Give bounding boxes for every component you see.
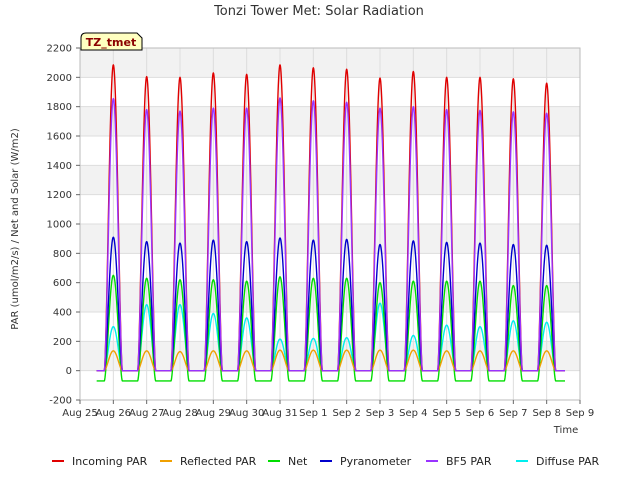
plot-band xyxy=(80,282,580,312)
series-line-bf5-par xyxy=(96,97,566,372)
x-tick-label: Sep 1 xyxy=(299,408,327,419)
legend-label: Incoming PAR xyxy=(72,455,148,468)
x-tick-label: Sep 8 xyxy=(532,408,560,419)
y-tick-label: 200 xyxy=(53,337,72,348)
legend-label: Reflected PAR xyxy=(180,455,257,468)
y-tick-label: 1400 xyxy=(47,161,72,172)
x-tick-label: Aug 27 xyxy=(129,408,164,419)
y-tick-label: 1000 xyxy=(47,220,72,231)
y-axis-ticks: -200 0 200 400 600 800 1000 1200 1400 1600 1800 200… xyxy=(47,44,80,407)
x-axis-label: Time xyxy=(553,425,578,436)
y-tick-label: 800 xyxy=(53,249,72,260)
x-tick-label: Sep 2 xyxy=(332,408,360,419)
legend-label: Pyranometer xyxy=(340,455,412,468)
y-tick-label: 1200 xyxy=(47,190,72,201)
legend-item: Diffuse PAR xyxy=(516,455,600,468)
plot-band xyxy=(80,106,580,136)
plot-band xyxy=(80,48,580,78)
x-tick-label: Aug 29 xyxy=(196,408,231,419)
series-line-net xyxy=(96,274,566,382)
chart-title: Tonzi Tower Met: Solar Radiation xyxy=(213,4,424,19)
x-tick-label: Aug 26 xyxy=(96,408,131,419)
plot-band xyxy=(80,341,580,371)
legend-item: Reflected PAR xyxy=(160,455,257,468)
x-tick-label: Sep 6 xyxy=(466,408,494,419)
y-tick-label: 1600 xyxy=(47,132,72,143)
tz-annotation-box xyxy=(80,32,143,51)
y-tick-label: 400 xyxy=(53,308,72,319)
x-tick-label: Sep 5 xyxy=(432,408,460,419)
x-tick-label: Sep 9 xyxy=(566,408,594,419)
legend: Incoming PAR Reflected PAR Net Pyranometer B… xyxy=(52,455,600,468)
x-tick-label: Sep 3 xyxy=(366,408,394,419)
x-tick-label: Aug 28 xyxy=(162,408,197,419)
y-tick-label: 600 xyxy=(53,278,72,289)
plot-bands xyxy=(80,48,580,371)
y-tick-label: 2000 xyxy=(47,73,72,84)
y-axis-label: PAR (umol/m2/s) / Net and Solar (W/m2) xyxy=(10,128,21,330)
legend-item: Incoming PAR xyxy=(52,455,148,468)
legend-label: Net xyxy=(288,455,308,468)
plot-band xyxy=(80,224,580,254)
legend-label: BF5 PAR xyxy=(446,455,492,468)
y-tick-label: -200 xyxy=(49,396,72,407)
x-tick-label: Aug 25 xyxy=(62,408,97,419)
x-tick-label: Sep 7 xyxy=(499,408,527,419)
series-lines xyxy=(96,64,566,382)
legend-item: Net xyxy=(268,455,308,468)
y-tick-label: 2200 xyxy=(47,44,72,55)
x-tick-label: Aug 31 xyxy=(262,408,297,419)
legend-item: BF5 PAR xyxy=(426,455,492,468)
tz-annotation: TZ_tmet xyxy=(80,32,143,51)
tz-annotation-text: TZ_tmet xyxy=(86,36,136,49)
legend-item: Pyranometer xyxy=(320,455,412,468)
y-tick-label: 0 xyxy=(66,366,72,377)
plot-band xyxy=(80,165,580,195)
y-tick-label: 1800 xyxy=(47,102,72,113)
x-tick-label: Aug 30 xyxy=(229,408,264,419)
x-tick-label: Sep 4 xyxy=(399,408,427,419)
legend-label: Diffuse PAR xyxy=(536,455,600,468)
